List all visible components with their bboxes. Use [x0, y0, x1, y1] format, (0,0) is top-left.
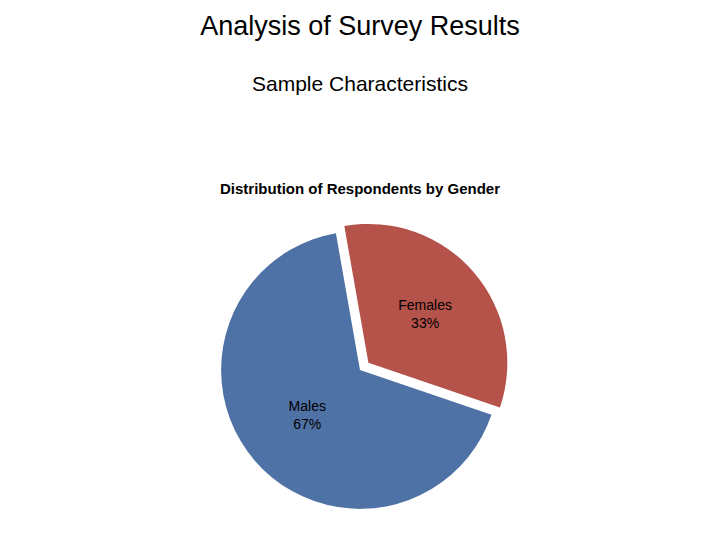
svg-text:Females33%: Females33%	[398, 297, 452, 331]
svg-text:Analysis of Survey Results: Analysis of Survey Results	[200, 11, 520, 41]
svg-text:Distribution of Respondents by: Distribution of Respondents by Gender	[220, 180, 500, 197]
svg-text:Males67%: Males67%	[289, 398, 326, 432]
svg-text:Sample Characteristics: Sample Characteristics	[252, 72, 468, 95]
